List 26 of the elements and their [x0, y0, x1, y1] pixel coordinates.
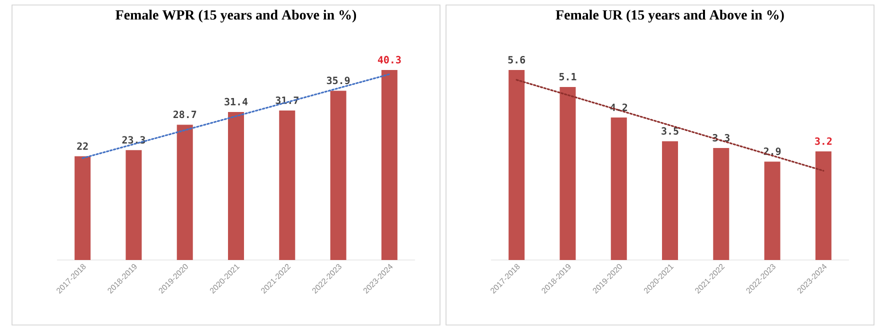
bar — [610, 118, 627, 260]
bar — [508, 70, 525, 260]
bar — [74, 156, 91, 260]
data-label: 35.9 — [326, 76, 350, 84]
data-label: 23.3 — [122, 136, 146, 144]
bar — [381, 70, 398, 260]
data-label: 31.4 — [224, 98, 248, 106]
bar — [560, 86, 576, 260]
data-label: 28.7 — [173, 110, 196, 118]
data-label: 3.2 — [815, 137, 832, 145]
bar — [764, 162, 780, 260]
bar — [662, 141, 678, 260]
chart-title: Female UR (15 years and Above in %) — [556, 10, 784, 23]
data-label: 22 — [77, 142, 88, 150]
bar — [713, 148, 730, 260]
data-label: 5.6 — [508, 56, 526, 64]
bar — [228, 112, 244, 260]
data-label: 3.5 — [662, 127, 678, 135]
bar — [176, 124, 193, 260]
chart-title: Female WPR (15 years and Above in %) — [116, 10, 356, 23]
bar — [126, 150, 142, 260]
bar — [279, 110, 296, 260]
data-label: 40.3 — [378, 56, 401, 64]
data-label: 5.1 — [559, 73, 576, 80]
bar — [815, 151, 832, 260]
bar — [330, 90, 346, 260]
